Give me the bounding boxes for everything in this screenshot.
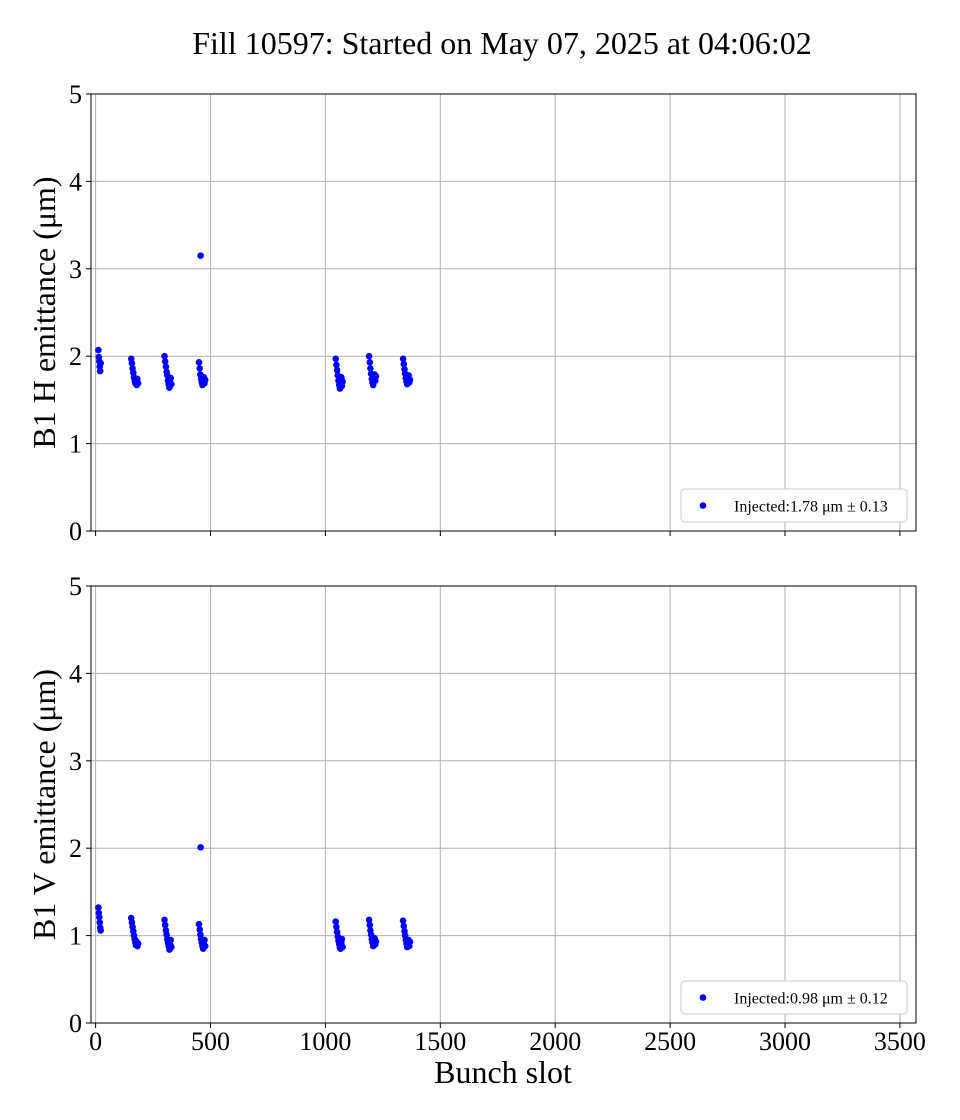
x-tick-label: 1500 [414, 1027, 466, 1056]
data-point [338, 935, 346, 943]
data-point [161, 352, 168, 360]
x-axis-label: Bunch slot [434, 1054, 572, 1090]
y-tick-label: 4 [69, 167, 82, 196]
data-point [96, 919, 103, 926]
y-tick-label: 5 [69, 80, 82, 109]
top-panel-h-emittance: 0 1 2 3 4 5 B1 H emittance (μm) Injected:1.78 μ… [26, 80, 917, 546]
data-point [399, 355, 407, 363]
data-point [134, 940, 142, 947]
data-point [167, 936, 174, 944]
data-point [365, 916, 373, 924]
data-point [95, 904, 102, 911]
data-point [161, 921, 169, 929]
data-point [366, 359, 374, 366]
axes-frame [90, 585, 917, 1024]
data-point [406, 938, 414, 945]
data-point [97, 359, 104, 367]
y-axis-label: B1 H emittance (μm) [26, 176, 62, 448]
data-point [162, 363, 170, 371]
x-tick-label: 2500 [644, 1027, 696, 1056]
data-point [366, 921, 374, 929]
legend: Injected:0.98 μm ± 0.12 [680, 980, 908, 1015]
x-tick-label: 1000 [299, 1027, 351, 1056]
data-point [96, 367, 104, 375]
data-point [196, 926, 203, 933]
bottom-panel-v-emittance: 0 1 2 3 4 5 0 500 1000 1500 2000 2500 3000 3500 B1 V e… [26, 572, 926, 1056]
legend-marker [699, 502, 707, 509]
legend-label: Injected:0.98 μm ± 0.12 [734, 991, 888, 1008]
data-point [201, 936, 208, 944]
data-point [372, 373, 380, 380]
data-point [367, 365, 374, 372]
y-tick-label: 1 [69, 922, 82, 951]
y-tick-label: 2 [69, 834, 82, 863]
data-point [128, 359, 136, 367]
data-point [365, 352, 373, 360]
y-tick-label: 0 [69, 517, 82, 546]
axes-frame [90, 93, 917, 532]
data-point [372, 938, 380, 945]
data-point [399, 917, 407, 924]
y-tick-label: 3 [69, 747, 82, 776]
legend: Injected:1.78 μm ± 0.13 [680, 488, 908, 523]
data-point [400, 922, 408, 930]
x-tick-label: 3000 [759, 1027, 811, 1056]
data-point [332, 355, 340, 363]
legend-box [680, 980, 908, 1015]
legend-box [680, 488, 908, 523]
data-point [333, 923, 340, 931]
data-point [96, 913, 103, 921]
legend-marker [699, 994, 707, 1001]
legend-label: Injected:1.78 μm ± 0.13 [734, 499, 888, 516]
data-point [97, 927, 104, 934]
data-point [197, 844, 204, 851]
y-axis-label: B1 V emittance (μm) [26, 669, 62, 940]
data-point [168, 380, 175, 388]
data-point [134, 380, 142, 387]
y-tick-label: 0 [69, 1009, 82, 1038]
y-tick-label: 5 [69, 572, 82, 601]
data-point [161, 358, 169, 365]
data-point [196, 365, 203, 372]
data-point [95, 346, 102, 354]
data-point [195, 920, 203, 928]
x-tick-label: 3500 [874, 1027, 926, 1056]
data-point [168, 943, 175, 951]
data-point [339, 943, 346, 951]
y-tick-label: 1 [69, 430, 82, 459]
data-point [406, 376, 414, 384]
x-tick-label: 2000 [529, 1027, 581, 1056]
data-point [167, 374, 174, 382]
data-point [195, 359, 203, 366]
data-point [201, 942, 209, 950]
data-point [333, 366, 341, 374]
data-point [400, 360, 408, 368]
x-tick-label: 500 [191, 1027, 230, 1056]
data-point [161, 916, 168, 924]
data-point [201, 376, 209, 384]
data-point [339, 378, 346, 385]
data-point [197, 252, 204, 259]
data-point [333, 361, 340, 369]
figure-title: Fill 10597: Started on May 07, 2025 at 0… [192, 25, 812, 61]
y-tick-label: 2 [69, 342, 82, 371]
y-tick-label: 3 [69, 255, 82, 284]
data-point [332, 918, 340, 925]
y-tick-label: 4 [69, 659, 82, 688]
x-tick-label: 0 [89, 1027, 102, 1056]
